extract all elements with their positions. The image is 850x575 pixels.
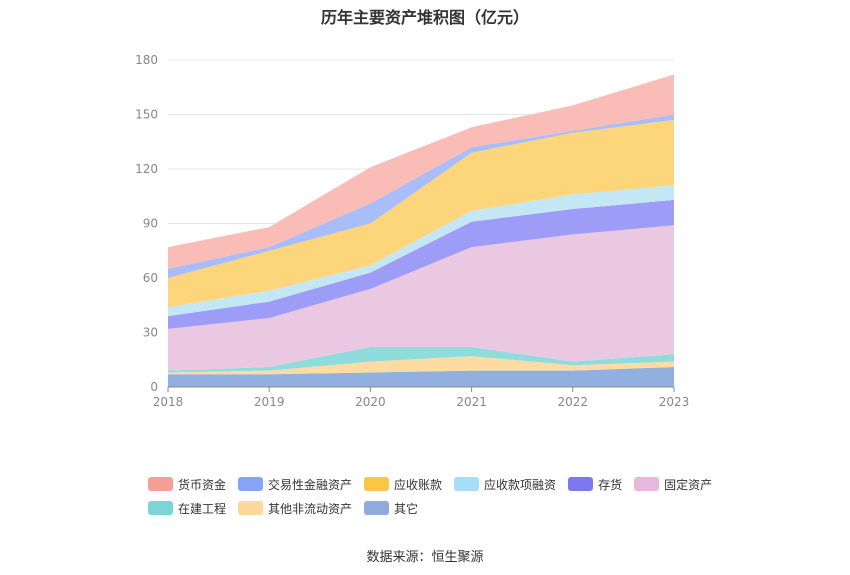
area-存货 xyxy=(168,199,674,329)
legend-item[interactable]: 其他非流动资产 xyxy=(238,500,352,517)
legend-label: 存货 xyxy=(598,477,623,492)
legend-label: 应收账款 xyxy=(394,477,443,492)
y-tick-label: 150 xyxy=(135,108,158,122)
legend-label: 交易性金融资产 xyxy=(268,477,353,492)
legend-item[interactable]: 固定资产 xyxy=(634,476,712,493)
area-series xyxy=(168,74,674,387)
legend-item[interactable]: 货币资金 xyxy=(148,476,226,493)
area-应收款项融资 xyxy=(168,185,674,317)
x-tick-label: 2018 xyxy=(153,395,184,409)
legend-row-2: 在建工程 其他非流动资产 其它 xyxy=(148,496,748,520)
area-货币资金 xyxy=(168,74,674,269)
area-在建工程 xyxy=(168,347,674,373)
legend-label: 其它 xyxy=(394,501,419,516)
legend-item[interactable]: 存货 xyxy=(568,476,622,493)
legend-item[interactable]: 应收款项融资 xyxy=(454,476,556,493)
legend-label: 固定资产 xyxy=(664,477,713,492)
area-其它 xyxy=(168,367,674,387)
y-tick-label: 120 xyxy=(135,162,158,176)
x-tick-label: 2021 xyxy=(456,395,487,409)
y-tick-label: 60 xyxy=(143,271,158,285)
legend: 货币资金 交易性金融资产 应收账款 应收款项融资 存货 固定资产 在建工程 其他非流动资产 其… xyxy=(148,472,748,520)
area-交易性金融资产 xyxy=(168,114,674,278)
legend-item[interactable]: 其它 xyxy=(364,500,418,517)
legend-label: 应收款项融资 xyxy=(484,477,557,492)
legend-label: 其他非流动资产 xyxy=(268,501,353,516)
legend-swatch xyxy=(238,501,264,515)
axes: 0 30 60 90 120 150 180 2018 2019 2020 2021 2022 2023 xyxy=(135,53,689,409)
legend-swatch xyxy=(634,477,660,491)
legend-swatch xyxy=(148,501,173,515)
x-tick-label: 2020 xyxy=(355,395,386,409)
area-应收账款 xyxy=(168,119,674,308)
y-tick-label: 180 xyxy=(135,53,158,67)
y-tick-label: 30 xyxy=(143,326,158,340)
legend-label: 在建工程 xyxy=(178,501,227,516)
legend-row-1: 货币资金 交易性金融资产 应收账款 应收款项融资 存货 固定资产 xyxy=(148,472,748,496)
legend-item[interactable]: 在建工程 xyxy=(148,500,226,517)
legend-item[interactable]: 交易性金融资产 xyxy=(238,476,352,493)
y-tick-label: 90 xyxy=(143,217,158,231)
legend-swatch xyxy=(148,477,173,491)
x-tick-label: 2019 xyxy=(254,395,285,409)
x-tick-label: 2023 xyxy=(659,395,690,409)
legend-swatch xyxy=(364,477,390,491)
area-其他非流动资产 xyxy=(168,356,674,375)
legend-item[interactable]: 应收账款 xyxy=(364,476,442,493)
source-note: 数据来源：恒生聚源 xyxy=(366,550,484,565)
legend-swatch xyxy=(364,501,390,515)
area-固定资产 xyxy=(168,225,674,371)
legend-swatch xyxy=(454,477,480,491)
legend-swatch xyxy=(568,477,594,491)
legend-label: 货币资金 xyxy=(178,477,227,492)
x-tick-label: 2022 xyxy=(558,395,589,409)
legend-swatch xyxy=(238,477,264,491)
y-tick-label: 0 xyxy=(150,380,158,394)
chart-title: 历年主要资产堆积图（亿元） xyxy=(320,8,529,27)
stacked-area-chart: 0 30 60 90 120 150 180 2018 2019 2020 2021 2022 2023 xyxy=(135,53,689,409)
